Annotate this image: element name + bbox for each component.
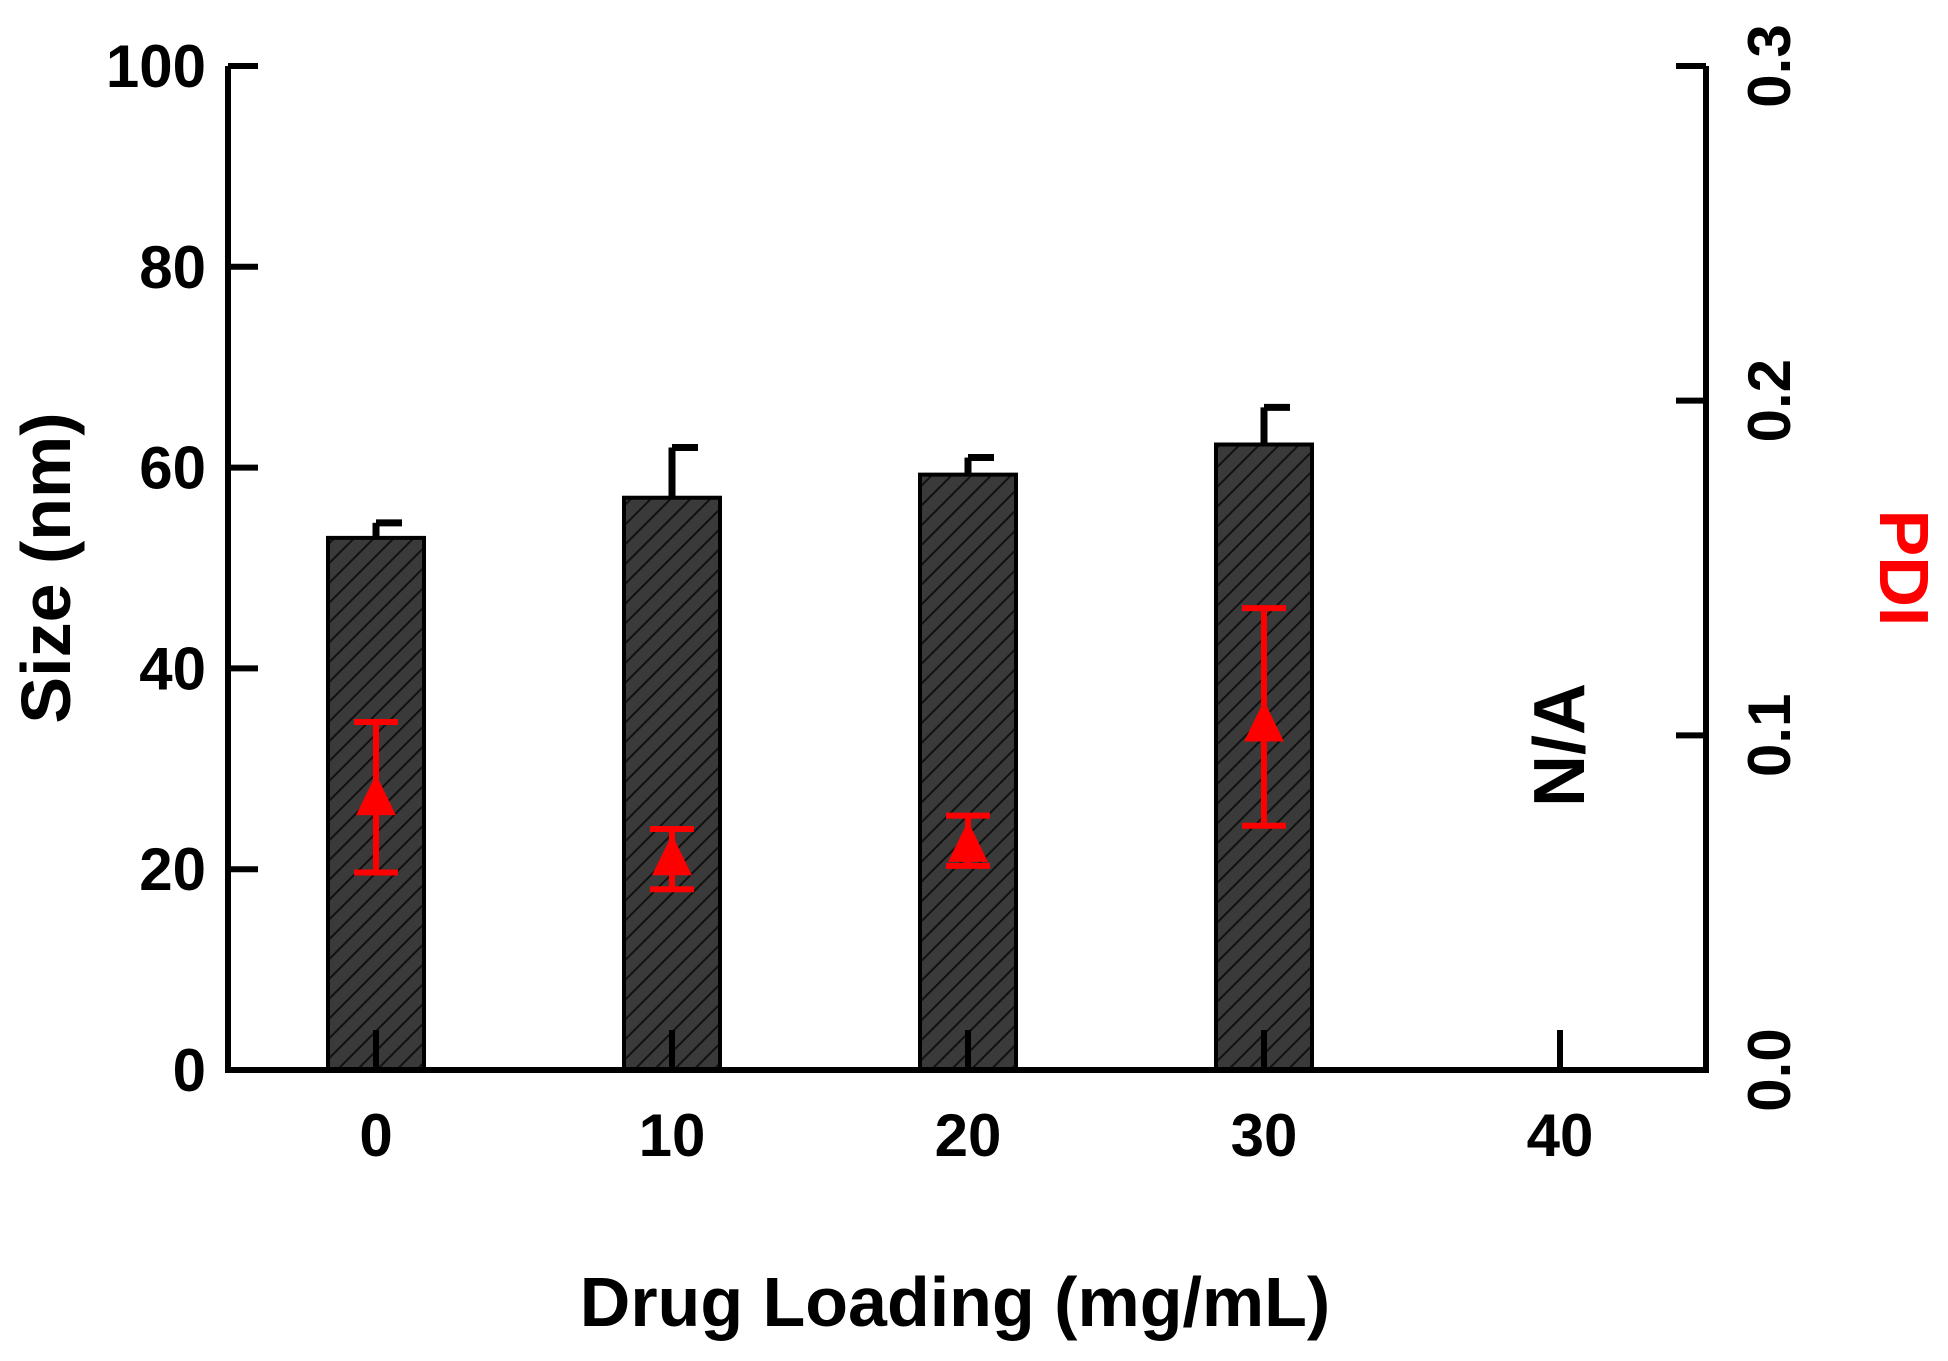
axes-layer (225, 63, 1709, 1073)
x-axis-title: Drug Loading (mg/mL) (580, 1263, 1330, 1341)
x-tick-label: 0 (359, 1102, 392, 1169)
pdi-layer (354, 605, 1286, 893)
pdi-point (652, 834, 692, 876)
x-tick-label: 10 (639, 1102, 706, 1169)
y-left-tick-label: 80 (139, 234, 206, 301)
pdi-point (1244, 700, 1284, 742)
y-left-tick-label: 100 (106, 33, 206, 100)
x-tick-label: 20 (935, 1102, 1002, 1169)
bars-layer (326, 403, 1314, 1073)
y-left-axis-title: Size (nm) (7, 412, 85, 723)
na-annotation: N/A (1520, 683, 1600, 807)
y-left-tick-label: 20 (139, 836, 206, 903)
text-layer: 0 20 40 60 80 100 0.0 0.1 0.2 0.3 0 10 20 30 40 N/A Drug… (7, 24, 1943, 1341)
y-left-tick-label: 0 (173, 1037, 206, 1104)
y-left-tick-label: 60 (139, 435, 206, 502)
y-right-axis-title: PDI (1865, 510, 1943, 627)
y-right-tick-label: 0.1 (1736, 694, 1803, 777)
pdi-point (948, 821, 988, 862)
pdi-point (356, 774, 396, 816)
y-right-tick-label: 0.0 (1736, 1028, 1803, 1111)
y-left-tick-label: 40 (139, 635, 206, 702)
y-right-tick-label: 0.2 (1736, 359, 1803, 442)
x-tick-label: 40 (1527, 1102, 1594, 1169)
y-right-tick-label: 0.3 (1736, 24, 1803, 107)
size-bar (918, 472, 1018, 1072)
size-bar (622, 495, 722, 1073)
x-tick-label: 30 (1231, 1102, 1298, 1169)
